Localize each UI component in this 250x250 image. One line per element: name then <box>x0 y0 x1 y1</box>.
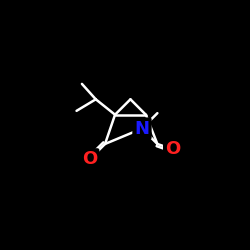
Text: O: O <box>82 150 97 168</box>
Text: O: O <box>165 140 180 158</box>
Text: N: N <box>134 120 150 138</box>
